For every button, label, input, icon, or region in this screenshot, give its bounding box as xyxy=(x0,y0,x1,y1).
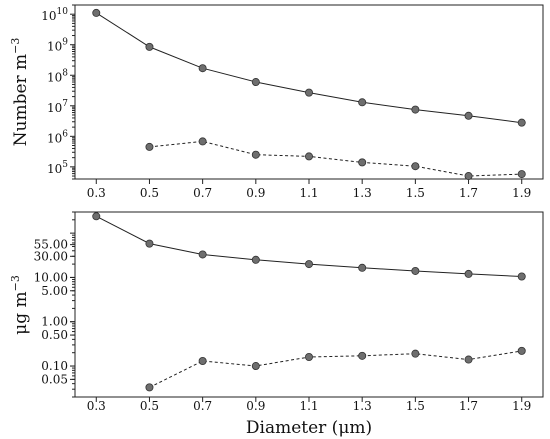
x-tick-label: 0.3 xyxy=(87,399,106,413)
data-point-solid xyxy=(251,255,260,264)
x-tick-label: 1.7 xyxy=(459,186,478,200)
data-point-solid xyxy=(304,88,313,97)
x-tick-label: 1.9 xyxy=(512,186,531,200)
x-tick-label: 0.9 xyxy=(246,399,265,413)
data-point-dashed xyxy=(411,162,420,171)
data-point-solid xyxy=(464,111,473,120)
series-line-solid xyxy=(96,12,522,124)
y-tick-label: 5.00 xyxy=(41,284,68,298)
data-point-dashed xyxy=(464,172,473,181)
data-point-dashed xyxy=(517,170,526,179)
y-tick-label: 0.50 xyxy=(41,328,68,342)
data-point-solid xyxy=(198,250,207,259)
x-tick-label: 1.3 xyxy=(353,186,372,200)
y-axis-label: Number m−3 xyxy=(9,38,31,147)
y-tick-label: 10.00 xyxy=(34,270,68,284)
x-axis-label: Diameter (μm) xyxy=(246,418,372,438)
data-point-solid xyxy=(304,260,313,269)
y-tick-label: 1.00 xyxy=(41,315,68,329)
x-tick-label: 1.9 xyxy=(512,399,531,413)
data-point-solid xyxy=(358,263,367,272)
data-point-dashed xyxy=(145,383,154,392)
data-point-dashed xyxy=(464,355,473,364)
data-point-dashed xyxy=(251,362,260,371)
series-line-dashed xyxy=(149,350,522,388)
y-axis-label: μg m−3 xyxy=(9,275,31,335)
data-point-dashed xyxy=(304,152,313,161)
data-point-dashed xyxy=(358,351,367,360)
lower-panel-mass-concentration: 0.3 0.5 0.7 0.9 1.1 1.3 1.5 1.7 1.90.050.100.501… xyxy=(9,211,544,438)
upper-panel-number-concentration: 0.3 0.5 0.7 0.9 1.1 1.3 1.5 1.7 1.9 105 106 107 108 1… xyxy=(9,4,544,200)
data-point-dashed xyxy=(198,137,207,146)
x-tick-label: 1.1 xyxy=(299,399,318,413)
x-tick-label: 0.5 xyxy=(140,186,159,200)
data-point-solid xyxy=(145,239,154,248)
data-point-solid xyxy=(92,8,101,17)
data-point-dashed xyxy=(251,150,260,159)
x-tick-label: 0.9 xyxy=(246,186,265,200)
data-point-solid xyxy=(198,64,207,73)
x-tick-label: 1.3 xyxy=(353,399,372,413)
data-point-solid xyxy=(92,212,101,221)
series-line-dashed xyxy=(149,140,522,177)
y-tick-label: 0.05 xyxy=(41,372,68,386)
x-tick-label: 0.7 xyxy=(193,186,212,200)
data-point-solid xyxy=(517,272,526,281)
data-point-dashed xyxy=(358,158,367,167)
y-tick-label: 105 xyxy=(47,160,68,176)
y-tick-label: 1010 xyxy=(41,7,68,23)
data-point-dashed xyxy=(145,142,154,151)
y-tick-label: 108 xyxy=(47,68,68,84)
x-tick-label: 1.7 xyxy=(459,399,478,413)
y-tick-label: 109 xyxy=(47,38,68,54)
x-tick-label: 0.5 xyxy=(140,399,159,413)
y-tick-label: 0.10 xyxy=(41,359,68,373)
data-point-solid xyxy=(145,42,154,51)
x-tick-label: 0.7 xyxy=(193,399,212,413)
data-point-solid xyxy=(411,266,420,275)
data-point-dashed xyxy=(411,349,420,358)
y-tick-label: 107 xyxy=(47,99,68,115)
data-point-dashed xyxy=(517,346,526,355)
data-point-dashed xyxy=(198,356,207,365)
x-tick-label: 0.3 xyxy=(87,186,106,200)
data-point-solid xyxy=(411,105,420,114)
y-tick-label: 55.00 xyxy=(34,238,68,252)
y-tick-label: 106 xyxy=(47,129,68,145)
data-point-dashed xyxy=(304,352,313,361)
data-point-solid xyxy=(358,98,367,107)
data-point-solid xyxy=(464,269,473,278)
x-tick-label: 1.5 xyxy=(406,399,425,413)
x-tick-label: 1.5 xyxy=(406,186,425,200)
plot-frame xyxy=(74,211,544,398)
data-point-solid xyxy=(517,118,526,127)
x-tick-label: 1.1 xyxy=(299,186,318,200)
y-tick-label: 30.00 xyxy=(34,249,68,263)
data-point-solid xyxy=(251,78,260,87)
